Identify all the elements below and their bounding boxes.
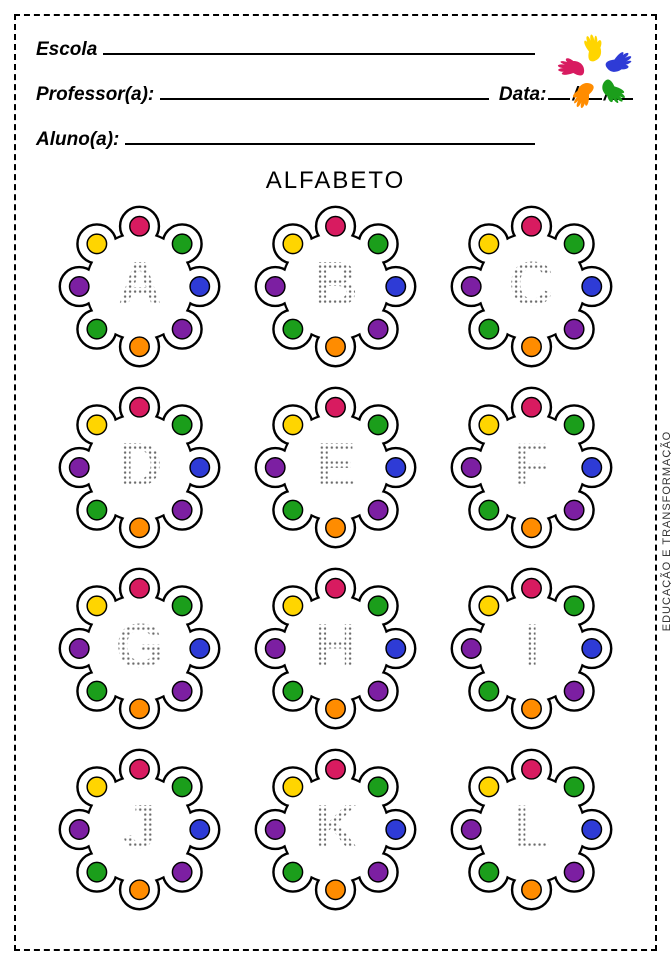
traceable-letter: E [315, 430, 356, 501]
traceable-letter: J [123, 792, 157, 863]
traceable-letter: B [313, 249, 358, 320]
student-blank[interactable] [125, 124, 535, 145]
student-line: Aluno(a): [36, 124, 635, 151]
alphabet-cell: E [248, 380, 423, 555]
traceable-letter: D [117, 430, 162, 501]
alphabet-cell: B [248, 199, 423, 374]
alphabet-cell: I [444, 561, 619, 736]
traceable-letter: F [512, 430, 550, 501]
alphabet-cell: C [444, 199, 619, 374]
student-label: Aluno(a): [36, 129, 119, 151]
traceable-letter: C [509, 249, 554, 320]
alphabet-cell: H [248, 561, 423, 736]
worksheet-title: ALFABETO [36, 167, 635, 195]
alphabet-cell: L [444, 742, 619, 917]
traceable-letter: A [117, 249, 162, 320]
school-label: Escola [36, 39, 97, 61]
alphabet-cell: K [248, 742, 423, 917]
hands-logo-icon [553, 30, 639, 116]
school-line: Escola [36, 34, 635, 61]
traceable-letter: K [313, 792, 358, 863]
side-credit: EDUCAÇÃO E TRANSFORMAÇÃO [661, 431, 671, 631]
teacher-line: Professor(a): Data: / / [36, 79, 635, 106]
traceable-letter: H [313, 611, 358, 682]
date-label: Data: [499, 84, 547, 106]
teacher-label: Professor(a): [36, 84, 154, 106]
alphabet-cell: A [52, 199, 227, 374]
traceable-letter: G [116, 611, 164, 682]
header: Escola Professor(a): Data: / / Aluno(a): [36, 34, 635, 151]
alphabet-grid: A B C D E F G H I J K L [36, 199, 635, 917]
traceable-letter: I [523, 611, 540, 682]
worksheet-page: Escola Professor(a): Data: / / Aluno(a):… [14, 14, 657, 951]
alphabet-cell: J [52, 742, 227, 917]
school-blank[interactable] [103, 34, 535, 55]
teacher-blank[interactable] [160, 79, 489, 100]
alphabet-cell: D [52, 380, 227, 555]
alphabet-cell: G [52, 561, 227, 736]
traceable-letter: L [512, 792, 550, 863]
alphabet-cell: F [444, 380, 619, 555]
